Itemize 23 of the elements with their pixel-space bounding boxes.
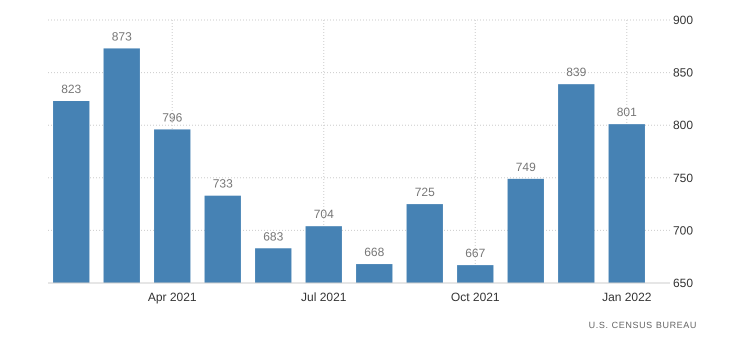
y-tick-label: 650 (672, 276, 694, 290)
data-label: 668 (364, 245, 385, 260)
y-tick-label: 800 (672, 118, 694, 132)
data-label: 704 (314, 207, 334, 222)
data-label: 749 (516, 160, 536, 174)
data-label: 796 (162, 110, 183, 124)
y-tick-label: 850 (672, 66, 694, 80)
y-tick-label: 750 (672, 170, 694, 185)
x-tick-label: Jul 2021 (301, 290, 347, 304)
text: U.S. CENSUS BUREAU (588, 320, 697, 330)
data-label: 667 (465, 246, 486, 260)
y-tick-label: 700 (672, 223, 694, 238)
data-label: 823 (61, 82, 82, 96)
x-tick-label: Apr 2021 (148, 290, 197, 304)
data-label: 683 (263, 229, 284, 244)
data-label: 725 (414, 185, 436, 200)
x-tick-label: Jan 2022 (602, 290, 652, 304)
data-label: 839 (566, 65, 587, 80)
x-tick-label: Oct 2021 (450, 290, 500, 304)
data-label: 733 (212, 176, 234, 191)
y-tick-label: 900 (672, 13, 694, 27)
data-label: 801 (616, 105, 638, 120)
data-label: 873 (112, 29, 132, 44)
